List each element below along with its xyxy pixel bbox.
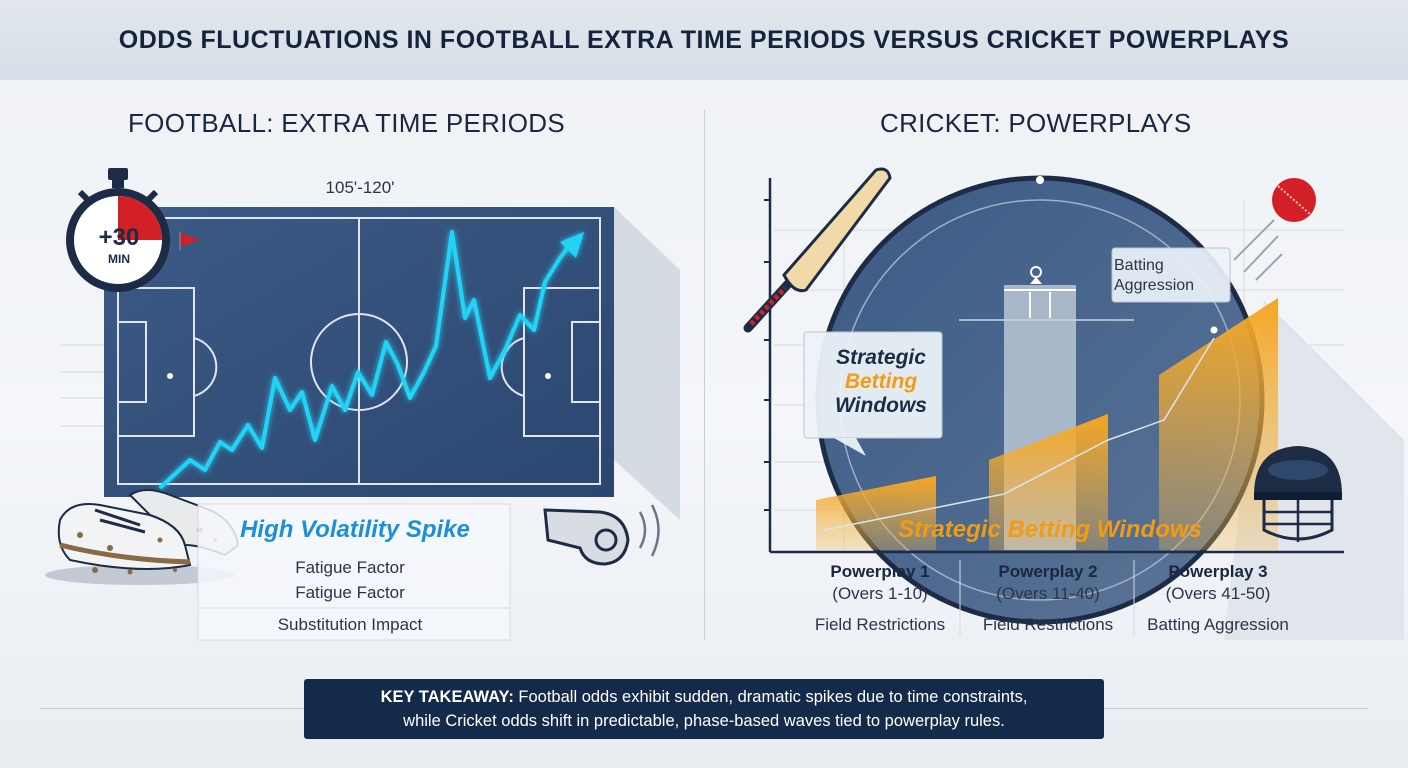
powerplay-1-name: Powerplay 1 (830, 562, 930, 581)
takeaway-text-1: Football odds exhibit sudden, dramatic s… (518, 688, 1028, 706)
aggression-word: Aggression (1114, 277, 1195, 294)
betting-word: Betting (844, 370, 918, 393)
bottom-rule-left (40, 708, 304, 709)
factor-1: Fatigue Factor (295, 558, 405, 577)
stopwatch-unit: MIN (108, 252, 130, 266)
pitch-shadow (614, 207, 680, 520)
stumps-marker-icon (1030, 266, 1042, 284)
football-illustration (45, 168, 680, 641)
powerplay-phase-bars (816, 298, 1278, 550)
cricket-illustration (743, 167, 1404, 640)
powerplay-3-focus: Batting Aggression (1147, 615, 1289, 634)
title-bar: ODDS FLUCTUATIONS IN FOOTBALL EXTRA TIME… (0, 0, 1408, 80)
key-takeaway-box: KEY TAKEAWAY: Football odds exhibit sudd… (304, 679, 1104, 739)
stopwatch-value: +30 (98, 224, 140, 251)
powerplay-2-focus: Field Restrictions (982, 615, 1114, 634)
strategic-word: Strategic (836, 346, 926, 369)
volatility-line (158, 230, 584, 490)
powerplay-3-name: Powerplay 3 (1168, 562, 1268, 581)
time-range-label: 105'-120' (325, 178, 395, 197)
factor-2: Fatigue Factor (295, 583, 405, 602)
stopwatch-icon (66, 168, 170, 292)
bottom-rule-right (1104, 708, 1368, 709)
takeaway-text-2: while Cricket odds shift in predictable,… (403, 712, 1005, 730)
takeaway-line-1: KEY TAKEAWAY: Football odds exhibit sudd… (304, 685, 1104, 709)
factor-3: Substitution Impact (277, 615, 423, 634)
factors-panel (197, 503, 511, 641)
bat-icon (743, 167, 892, 333)
strategic-callout-text: Strategic Betting Windows (820, 346, 942, 418)
whistle-icon (543, 504, 660, 566)
strategic-betting-label: Strategic Betting Windows (898, 516, 1202, 543)
page-title: ODDS FLUCTUATIONS IN FOOTBALL EXTRA TIME… (118, 25, 1290, 54)
takeaway-label: KEY TAKEAWAY: (380, 688, 514, 706)
spike-label: High Volatility Spike (240, 516, 470, 543)
ball-icon (1233, 178, 1316, 281)
windows-word: Windows (835, 394, 927, 417)
batting-word: Batting (1114, 257, 1164, 274)
powerplay-2-name: Powerplay 2 (998, 562, 1098, 581)
powerplay-1-focus: Field Restrictions (814, 615, 946, 634)
flag-icon (179, 232, 200, 250)
pitch-markings (117, 217, 601, 485)
background-grid (60, 344, 104, 427)
football-heading: FOOTBALL: EXTRA TIME PERIODS (128, 108, 566, 138)
powerplay-2-overs: (Overs 11-40) (996, 584, 1100, 603)
section-divider (704, 110, 705, 640)
cricket-heading: CRICKET: POWERPLAYS (880, 108, 1192, 138)
powerplay-1-overs: (Overs 1-10) (832, 584, 928, 603)
helmet-icon (1254, 446, 1342, 542)
batting-callout-text: Batting Aggression (1114, 256, 1230, 296)
powerplay-3-overs: (Overs 41-50) (1165, 584, 1271, 603)
strategic-callout (803, 331, 943, 439)
batting-callout (1111, 247, 1231, 303)
